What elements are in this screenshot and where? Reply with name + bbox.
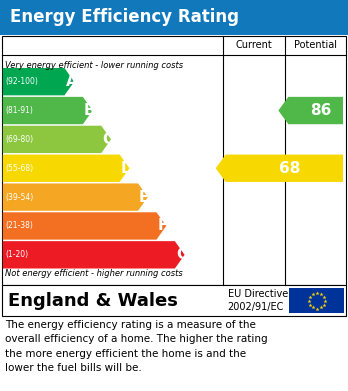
Text: G: G (176, 248, 188, 262)
Text: E: E (139, 190, 149, 204)
Text: England & Wales: England & Wales (8, 292, 178, 310)
Text: B: B (84, 103, 95, 118)
Polygon shape (3, 212, 166, 240)
Text: (81-91): (81-91) (6, 106, 34, 115)
Text: (21-38): (21-38) (6, 221, 34, 230)
Text: Very energy efficient - lower running costs: Very energy efficient - lower running co… (5, 61, 183, 70)
Polygon shape (3, 183, 148, 211)
Polygon shape (3, 126, 111, 153)
Text: Current: Current (236, 41, 272, 50)
Text: A: A (65, 74, 77, 89)
Text: The energy efficiency rating is a measure of the
overall efficiency of a home. T: The energy efficiency rating is a measur… (5, 320, 268, 373)
Text: (1-20): (1-20) (6, 250, 29, 259)
Text: D: D (121, 161, 133, 176)
Text: Potential: Potential (294, 41, 337, 50)
Text: (69-80): (69-80) (6, 135, 34, 144)
Text: F: F (157, 219, 168, 233)
Polygon shape (3, 68, 74, 95)
Bar (2, 285, 346, 316)
Text: (92-100): (92-100) (6, 77, 39, 86)
Text: (39-54): (39-54) (6, 193, 34, 202)
Polygon shape (3, 154, 129, 182)
Text: 68: 68 (279, 161, 300, 176)
Polygon shape (3, 97, 93, 124)
Text: (55-68): (55-68) (6, 164, 34, 173)
Bar (289, 288, 344, 313)
Text: Not energy efficient - higher running costs: Not energy efficient - higher running co… (5, 269, 183, 278)
Text: EU Directive
2002/91/EC: EU Directive 2002/91/EC (228, 289, 288, 312)
Polygon shape (3, 241, 184, 269)
Polygon shape (278, 97, 343, 124)
Text: C: C (102, 132, 113, 147)
Text: Energy Efficiency Rating: Energy Efficiency Rating (10, 9, 239, 27)
Polygon shape (216, 154, 343, 182)
Bar (2, 36, 346, 285)
Bar (0, 0, 348, 35)
Text: 86: 86 (310, 103, 331, 118)
